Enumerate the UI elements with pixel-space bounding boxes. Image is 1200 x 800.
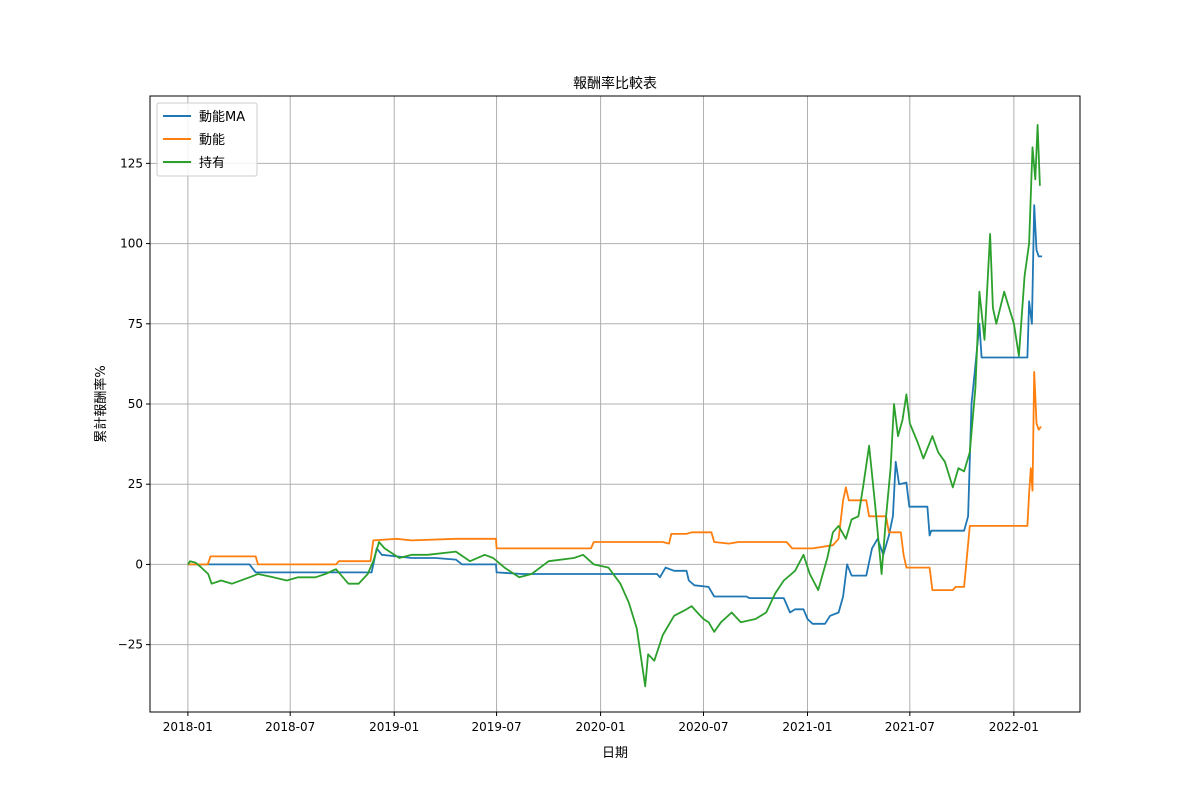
y-axis: −25 0 25 50 75 100 125 xyxy=(118,156,150,652)
series-line-0 xyxy=(187,204,1043,625)
x-axis: 2018-01 2018-07 2019-01 2019-07 2020-01 2020-… xyxy=(163,712,1039,734)
y-tick-label: 100 xyxy=(120,237,143,251)
legend-label-1: 動能 xyxy=(199,133,225,148)
x-tick-label: 2018-01 xyxy=(163,720,213,734)
legend-label-2: 持有 xyxy=(199,156,225,171)
x-axis-title: 日期 xyxy=(602,746,628,761)
y-tick-label: 50 xyxy=(128,397,143,411)
y-tick-label: 0 xyxy=(135,557,143,571)
series-line-2 xyxy=(187,124,1041,688)
y-tick-label: 125 xyxy=(120,156,143,170)
legend-label-0: 動能MA xyxy=(199,110,245,125)
y-tick-label: −25 xyxy=(118,638,143,652)
x-tick-label: 2020-01 xyxy=(576,720,626,734)
y-tick-label: 25 xyxy=(128,477,143,491)
x-tick-label: 2019-01 xyxy=(369,720,419,734)
x-tick-label: 2021-01 xyxy=(782,720,832,734)
x-tick-label: 2018-07 xyxy=(265,720,315,734)
legend-box xyxy=(156,102,258,177)
y-tick-label: 75 xyxy=(128,317,143,331)
chart-title: 報酬率比較表 xyxy=(573,75,657,92)
series-line-1 xyxy=(187,370,1042,591)
y-axis-title: 累計報酬率% xyxy=(93,365,109,442)
x-tick-label: 2022-01 xyxy=(989,720,1039,734)
series-layer xyxy=(187,124,1043,688)
x-tick-label: 2020-07 xyxy=(678,720,728,734)
x-tick-label: 2021-07 xyxy=(885,720,935,734)
grid xyxy=(150,96,1080,712)
x-tick-label: 2019-07 xyxy=(471,720,521,734)
